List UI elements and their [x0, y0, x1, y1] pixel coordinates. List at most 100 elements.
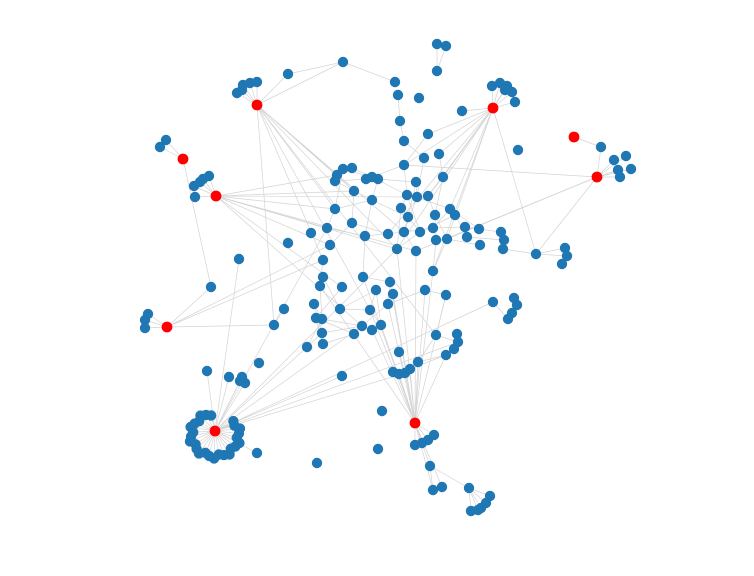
- graph-edge: [403, 133, 429, 166]
- graph-edge: [256, 61, 344, 106]
- graph-node: [431, 65, 443, 77]
- graph-node: [375, 319, 387, 331]
- graph-node: [223, 371, 235, 383]
- graph-edge: [409, 368, 416, 424]
- graph-node: [427, 265, 439, 277]
- graph-node: [511, 299, 523, 311]
- graph-node: [509, 96, 521, 108]
- graph-node: [253, 357, 265, 369]
- graph-node: [433, 148, 445, 160]
- graph-node: [334, 303, 346, 315]
- graph-node: [329, 203, 341, 215]
- graph-node: [389, 76, 401, 88]
- graph-edge: [256, 104, 336, 210]
- graph-edge: [334, 199, 373, 210]
- graph-node: [413, 92, 425, 104]
- graph-node: [201, 365, 213, 377]
- graph-node: [502, 313, 514, 325]
- graph-edge: [404, 372, 416, 424]
- graph-edge: [215, 190, 355, 197]
- graph-node: [359, 230, 371, 242]
- graph-node: [431, 38, 443, 50]
- graph-node: [321, 222, 333, 234]
- graph-node: [556, 258, 568, 270]
- graph-node: [530, 248, 542, 260]
- graph-node: [346, 217, 358, 229]
- graph-edge: [414, 354, 447, 424]
- graph-node: [278, 303, 290, 315]
- graph-node: [372, 173, 384, 185]
- graph-edge: [214, 382, 246, 432]
- graph-node: [427, 484, 439, 496]
- graph-node: [314, 280, 326, 292]
- graph-edge: [319, 285, 323, 320]
- graph-node: [316, 327, 328, 339]
- graph-node: [139, 322, 151, 334]
- graph-node: [251, 447, 263, 459]
- graph-edge: [414, 361, 419, 424]
- graph-node: [316, 313, 328, 325]
- graph-edge: [387, 289, 426, 305]
- graph-edge: [339, 289, 377, 310]
- graph-edge: [596, 155, 627, 178]
- graph-edge: [206, 370, 216, 432]
- graph-node: [384, 276, 396, 288]
- graph-edge: [342, 61, 396, 83]
- graph-edge: [429, 465, 470, 489]
- graph-edge: [256, 73, 289, 106]
- graph-edge: [287, 61, 344, 75]
- graph-node: [448, 343, 460, 355]
- hub-node: [161, 321, 173, 333]
- graph-node: [422, 190, 434, 202]
- graph-edge: [371, 199, 409, 218]
- graph-node: [487, 296, 499, 308]
- graph-edge: [427, 107, 494, 197]
- graph-node: [364, 304, 376, 316]
- graph-node: [382, 228, 394, 240]
- graph-edge: [502, 248, 537, 255]
- graph-edge: [449, 107, 494, 210]
- graph-node: [401, 189, 413, 201]
- graph-node: [398, 159, 410, 171]
- graph-edge: [432, 226, 466, 229]
- graph-edge: [214, 341, 459, 432]
- graph-node: [366, 194, 378, 206]
- graph-node: [612, 164, 624, 176]
- graph-node: [205, 281, 217, 293]
- graph-edge: [322, 333, 355, 345]
- graph-node: [311, 457, 323, 469]
- graph-node: [497, 243, 509, 255]
- graph-edge: [256, 104, 437, 336]
- graph-node: [430, 329, 442, 341]
- graph-edge: [414, 289, 426, 424]
- graph-edge: [322, 276, 341, 310]
- graph-edge: [182, 158, 212, 288]
- graph-node: [251, 76, 263, 88]
- graph-edge: [306, 318, 323, 348]
- graph-node: [282, 68, 294, 80]
- graph-edge: [256, 104, 275, 326]
- graph-node: [422, 128, 434, 140]
- graph-node: [410, 245, 422, 257]
- graph-node: [428, 429, 440, 441]
- graph-edge: [398, 373, 416, 424]
- graph-node: [356, 320, 368, 332]
- graph-node: [236, 84, 248, 96]
- graph-node: [440, 40, 452, 52]
- graph-edge: [214, 301, 494, 432]
- graph-node: [317, 254, 329, 266]
- graph-node: [499, 84, 511, 96]
- graph-node: [189, 191, 201, 203]
- graph-edge: [315, 286, 343, 319]
- graph-edge: [377, 178, 417, 183]
- graph-node: [410, 176, 422, 188]
- graph-node: [197, 173, 209, 185]
- graph-node: [398, 135, 410, 147]
- graph-node: [436, 481, 448, 493]
- graph-edge: [403, 107, 494, 166]
- graph-edge: [417, 334, 437, 363]
- graph-edge: [361, 303, 389, 327]
- graph-node: [366, 324, 378, 336]
- graph-node: [440, 289, 452, 301]
